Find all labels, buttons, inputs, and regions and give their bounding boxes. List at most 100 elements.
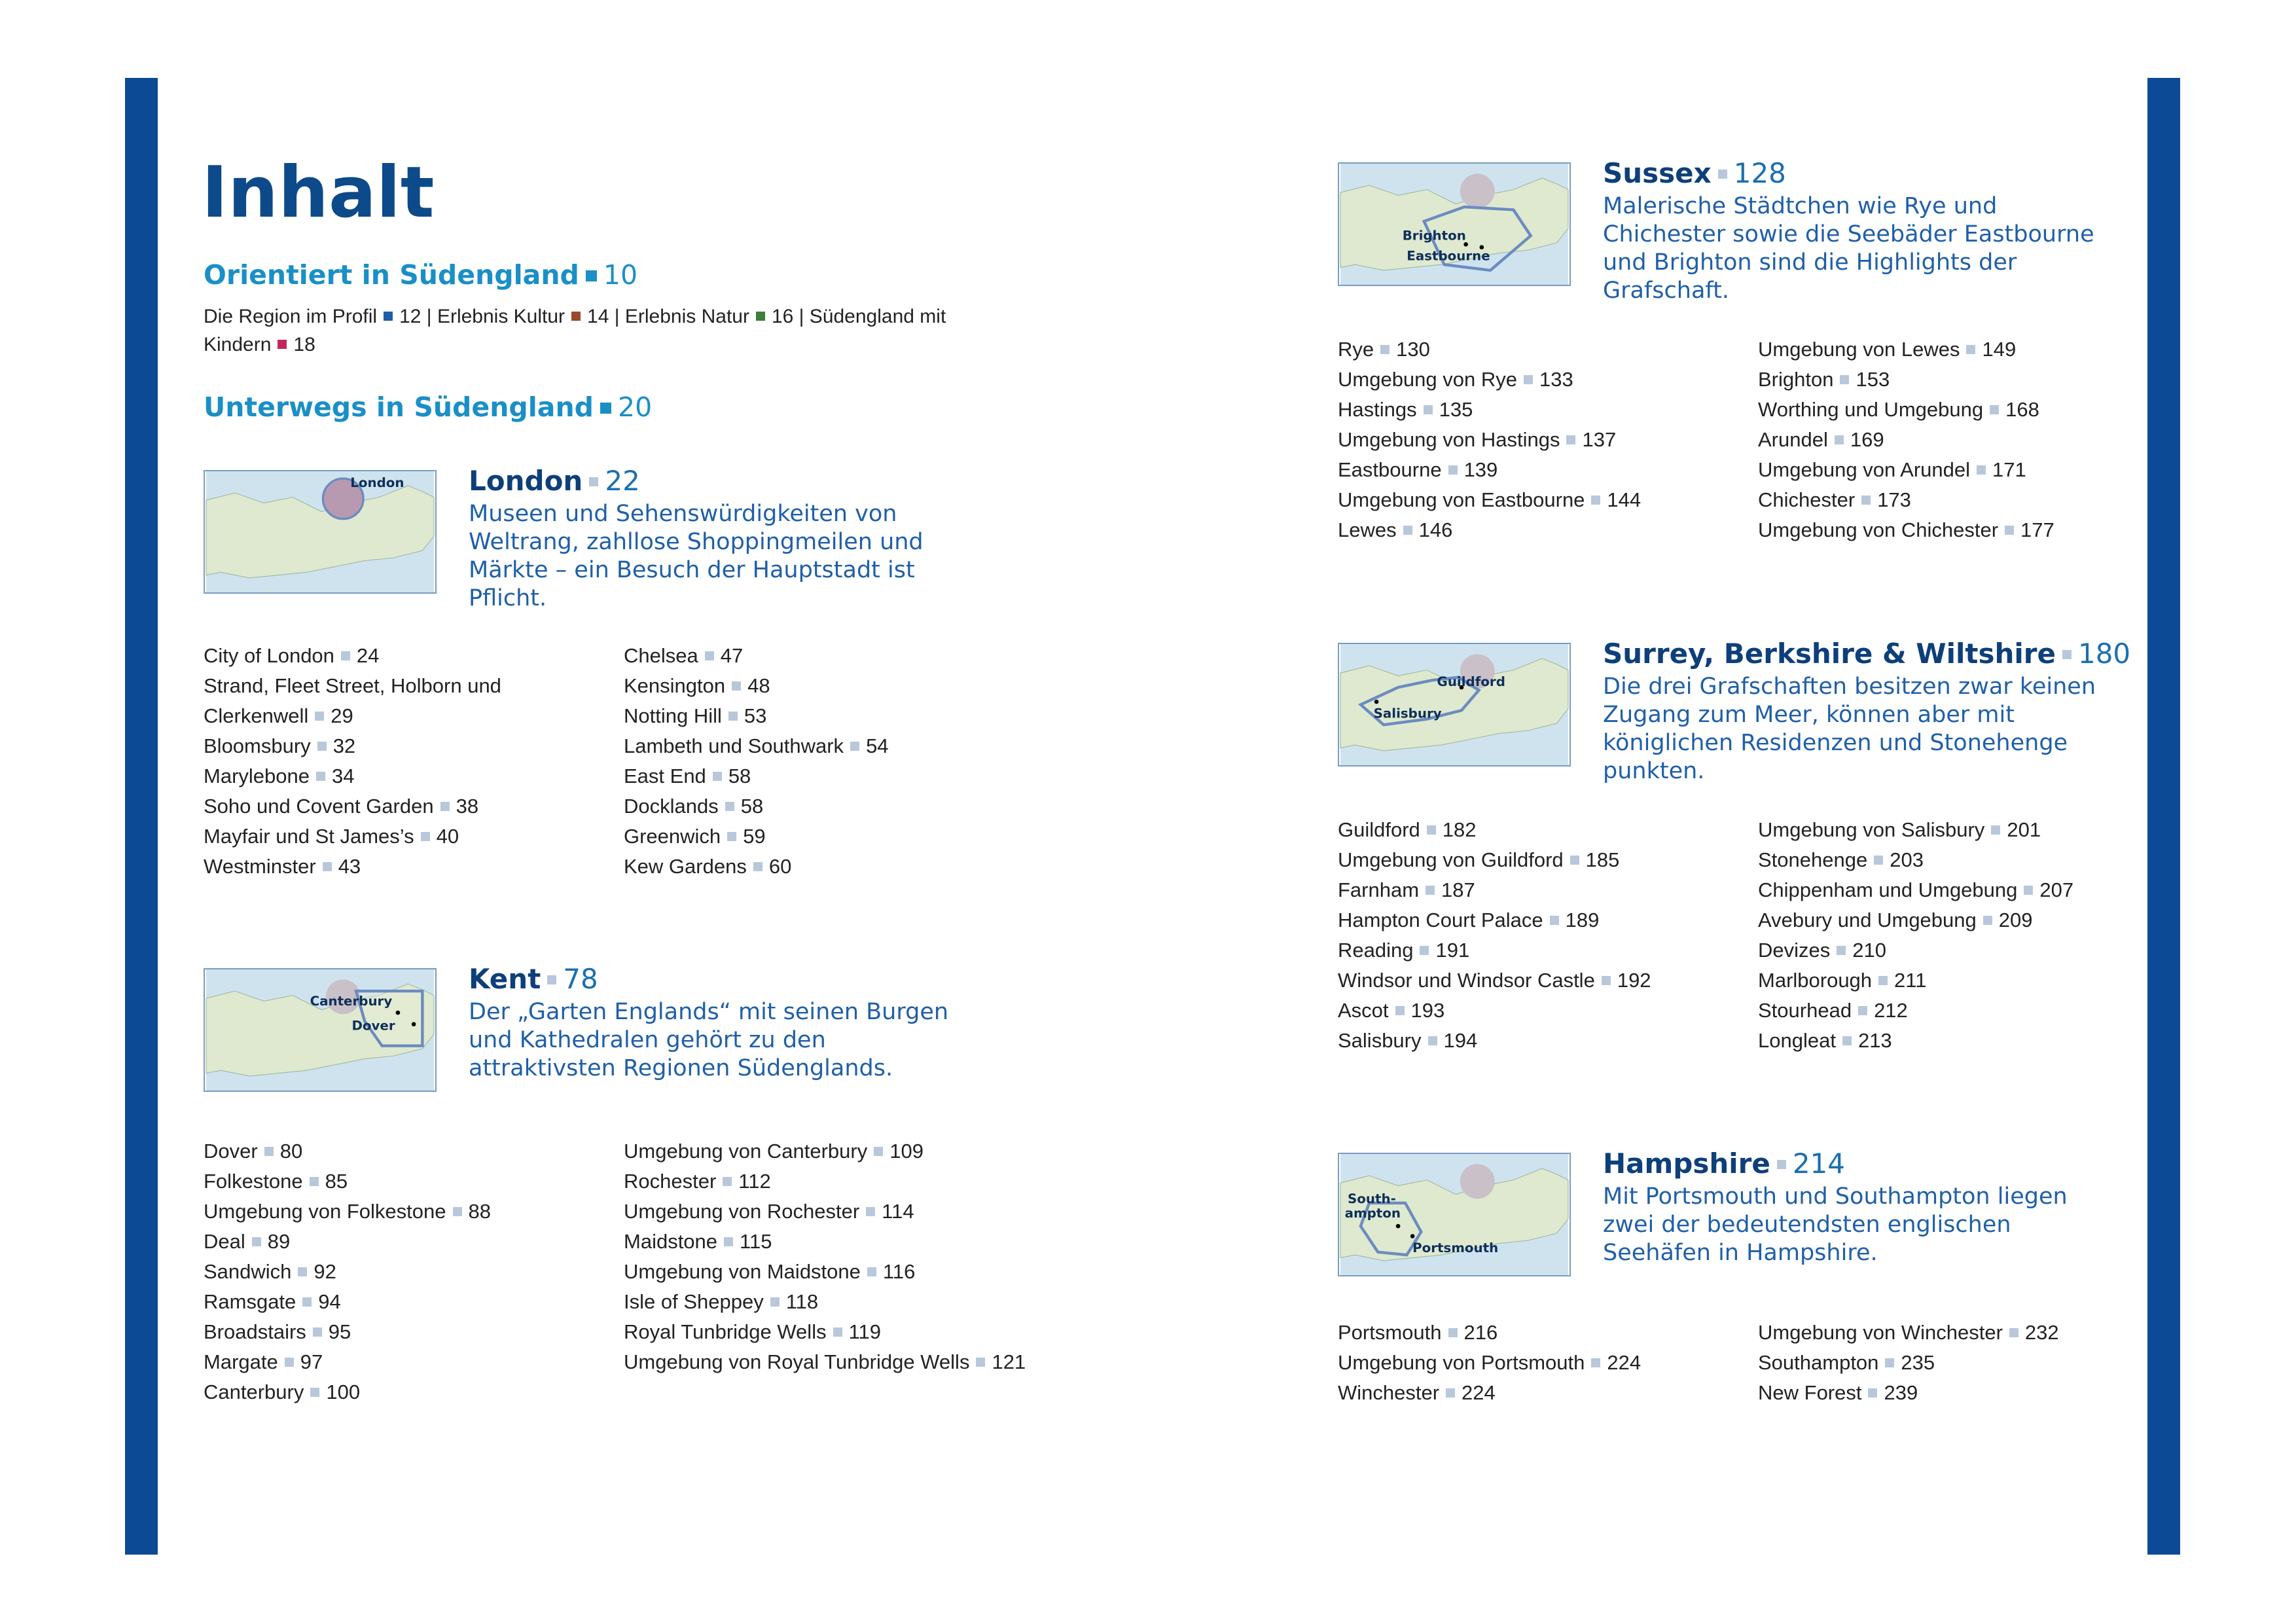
entry: Kensington 48 [624,671,1030,701]
entry-page: 112 [738,1170,771,1193]
entry: Umgebung von Guildford 185 [1338,845,1744,875]
bullet [452,1206,462,1216]
bullet [1403,525,1412,535]
bullet [1885,1358,1895,1367]
entry: Avebury und Umgebung 209 [1758,905,2164,935]
bullet [1776,1159,1786,1169]
entry-page: 211 [1894,969,1927,992]
map-label: Guildford [1437,674,1505,689]
entry-page: 114 [882,1200,914,1223]
entry-name: Umgebung von Chichester [1758,518,1999,541]
entry-name: Dover [204,1140,258,1163]
entry-name: Bloomsbury [204,734,311,757]
bullet [317,741,327,751]
separator: | [421,306,437,327]
region-title: Surrey, Berkshire & Wiltshire 180 [1603,638,2130,670]
entry-name: Worthing und Umgebung [1758,398,1984,421]
entry-page: 94 [318,1290,341,1313]
entry: Umgebung von Canterbury 109 [624,1136,1030,1166]
entry-page: 169 [1850,428,1884,451]
entry-page: 119 [848,1320,881,1343]
bullet [728,711,738,721]
entry: Ascot 193 [1338,996,1744,1026]
item-name: Südengland mit Kindern [204,306,946,355]
entry-name: Longleat [1758,1029,1836,1052]
bullet [1426,885,1435,895]
bullet [310,1387,320,1397]
entry-name: Umgebung von Arundel [1758,458,1971,481]
entry: Mayfair und St James’s 40 [204,821,609,852]
entry-page: 201 [2007,818,2041,841]
bullet [1446,1388,1456,1398]
entry-page: 173 [1877,488,1911,511]
entry-column: Umgebung von Salisbury 201 Stonehenge 203 Ch… [1758,815,2164,1056]
page-edge-bar [125,78,158,1555]
region-name: London [469,465,583,497]
entry-name: East End [624,765,706,787]
region-map: Canterbury Dover [204,968,437,1092]
entry-page: 58 [728,765,751,787]
bullet [1878,975,1888,985]
region-page: 78 [563,963,598,995]
entry: Dover 80 [204,1136,609,1166]
bullet [1566,435,1576,444]
bullet [712,771,722,781]
entry: Umgebung von Rochester 114 [624,1197,1030,1227]
region-description: Malerische Städtchen wie Rye und Chiches… [1603,193,2094,304]
bullet [724,1236,734,1246]
entry-page: 85 [325,1170,348,1193]
entry: Umgebung von Folkestone 88 [204,1197,609,1227]
entry: Hastings 135 [1338,395,1744,425]
entry-name: Hampton Court Palace [1338,909,1543,931]
bullet [727,831,737,841]
entry-name: Umgebung von Winchester [1758,1321,2003,1344]
entry-page: 168 [2005,398,2039,421]
bullet [1834,435,1844,444]
entry-page: 171 [1992,458,2026,481]
entry-name: Umgebung von Lewes [1758,338,1960,361]
bullet [1380,344,1390,354]
region-page: 22 [605,465,640,497]
bullet [1858,1005,1868,1015]
entry-name: Folkestone [204,1170,303,1193]
entry: New Forest 239 [1758,1378,2164,1408]
bullet [867,1267,876,1276]
entry-name: Margate [204,1350,278,1373]
bullet [1861,495,1871,505]
entry: Reading 191 [1338,935,1744,965]
item-page: 16 [771,306,794,327]
entry-page: 232 [2024,1321,2059,1344]
entry: Rye 130 [1338,334,1744,365]
entry-page: 210 [1852,939,1886,962]
entry-name: Broadstairs [204,1320,306,1343]
entry-page: 194 [1443,1029,1478,1052]
separator: | [793,306,810,327]
item-name: Erlebnis Kultur [437,306,565,327]
entry: Umgebung von Royal Tunbridge Wells 121 [624,1347,1030,1377]
entry-page: 182 [1442,818,1477,841]
entry-name: Stourhead [1758,999,1852,1022]
entry-name: Lambeth und Southwark [624,734,844,757]
entry-column: Dover 80 Folkestone 85 Umgebung von Folkesto… [204,1136,609,1407]
bullet [1420,945,1429,955]
entry-page: 54 [866,734,889,757]
entry-name: Westminster [204,855,316,878]
entry-name: Royal Tunbridge Wells [624,1320,827,1343]
region-map: Guildford Salisbury [1338,643,1571,767]
entry-page: 189 [1565,909,1600,931]
section-title: Unterwegs in Südengland 20 [204,391,652,423]
entry-name: Umgebung von Rochester [624,1200,860,1223]
entry: Greenwich 59 [624,821,1030,852]
entry: Farnham 187 [1338,875,1744,905]
bullet [315,711,325,721]
entry-page: 115 [740,1230,772,1253]
entry: Lambeth und Southwark 54 [624,731,1030,761]
entry-page: 58 [740,795,764,818]
entry-name: Umgebung von Rye [1338,368,1517,391]
section-page: 20 [618,391,653,423]
entry-name: Windsor und Windsor Castle [1338,969,1595,992]
entry-page: 193 [1410,999,1445,1022]
separator: | [609,306,625,327]
bullet [298,1267,308,1276]
section-page: 10 [603,259,638,291]
